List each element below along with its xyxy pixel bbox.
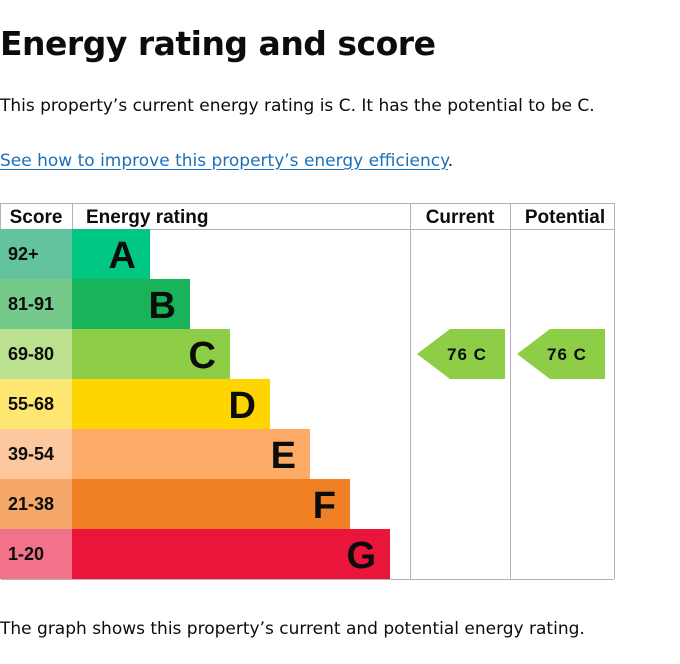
chart-bands: 92+ A 81-91 B 69-80 C 55-68 D 39-54 E 21-38 F 1-20 G [0, 229, 390, 579]
energy-rating-chart: Score Energy rating Current Potential 92+ A 8… [0, 203, 615, 580]
improve-link-paragraph: See how to improve this property’s energ… [0, 149, 453, 173]
header-potential: Potential [525, 207, 605, 228]
score-label-e: 39-54 [8, 444, 54, 464]
score-label-g: 1-20 [8, 544, 44, 564]
band-bar-g [72, 529, 390, 579]
improve-efficiency-link[interactable]: See how to improve this property’s energ… [0, 151, 448, 171]
score-cell-a [0, 229, 72, 279]
header-energy-rating: Energy rating [86, 207, 208, 228]
band-letter-c: C [189, 335, 216, 377]
band-letter-f: F [313, 485, 336, 527]
score-cell-e [0, 429, 72, 479]
score-cell-d [0, 379, 72, 429]
chart-caption: The graph shows this property’s current … [0, 619, 585, 639]
page-title: Energy rating and score [0, 24, 436, 63]
band-letter-e: E [271, 435, 296, 477]
band-bar-d [72, 379, 270, 429]
band-bar-a [72, 229, 150, 279]
potential-rating-label: 76 C [547, 345, 587, 364]
chart-pointers: 76 C 76 C [417, 329, 605, 379]
link-suffix: . [447, 151, 454, 171]
score-cell-g [0, 529, 72, 579]
band-letter-d: D [229, 385, 256, 427]
potential-rating-arrow [517, 329, 605, 379]
score-label-a: 92+ [8, 244, 39, 264]
band-bar-c [72, 329, 230, 379]
header-score: Score [10, 207, 63, 228]
score-cell-b [0, 279, 72, 329]
score-cell-f [0, 479, 72, 529]
rating-summary: This property’s current energy rating is… [0, 96, 595, 116]
score-label-d: 55-68 [8, 394, 54, 414]
band-letter-b: B [149, 285, 176, 327]
band-bar-f [72, 479, 350, 529]
score-cell-c [0, 329, 72, 379]
band-bar-e [72, 429, 310, 479]
score-label-c: 69-80 [8, 344, 54, 364]
band-letter-g: G [346, 535, 376, 577]
current-rating-label: 76 C [447, 345, 487, 364]
chart-headers: Score Energy rating Current Potential [10, 207, 606, 228]
score-label-b: 81-91 [8, 294, 54, 314]
current-rating-arrow [417, 329, 505, 379]
band-bar-b [72, 279, 190, 329]
band-letter-a: A [109, 235, 136, 277]
header-current: Current [426, 207, 495, 228]
score-label-f: 21-38 [8, 494, 54, 514]
